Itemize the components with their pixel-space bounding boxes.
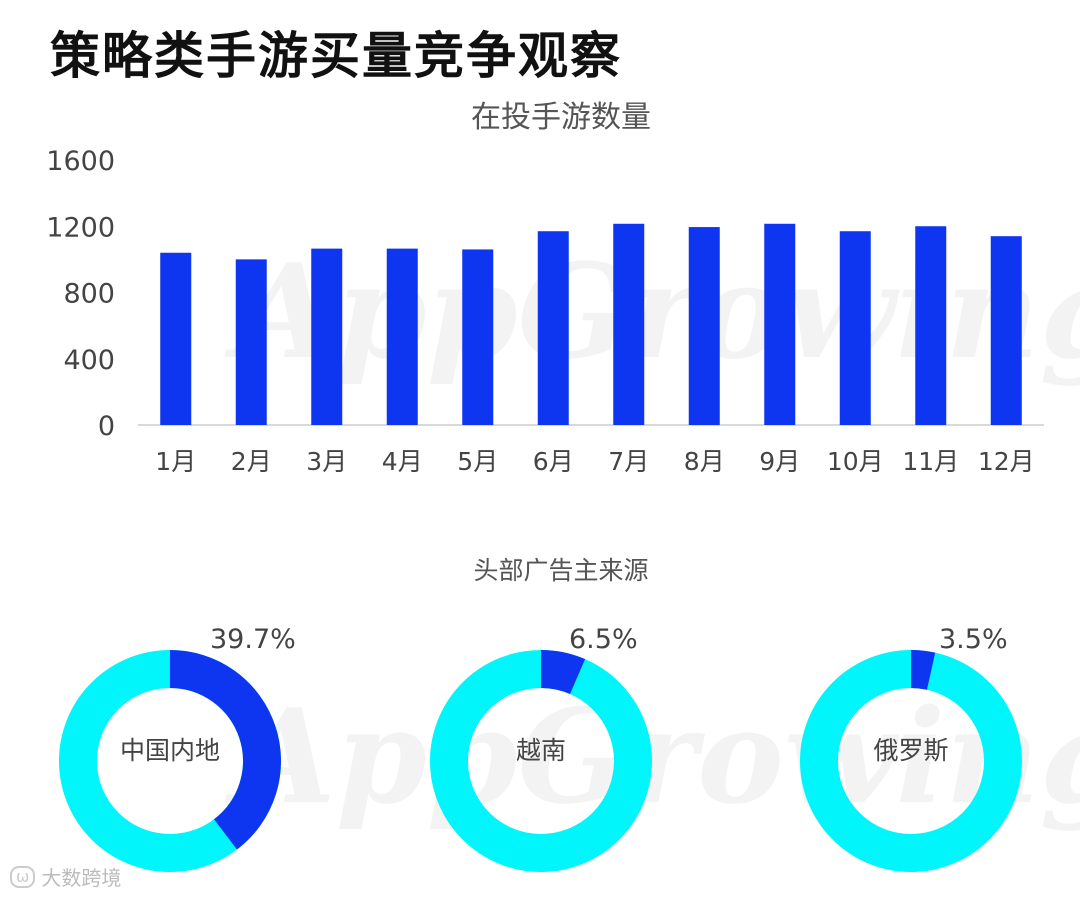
y-tick-label: 1200 [46, 212, 115, 243]
donut-value-label: 3.5% [939, 624, 1008, 655]
page-title: 策略类手游买量竞争观察 [50, 27, 622, 85]
bar [613, 223, 645, 425]
bar [839, 231, 871, 425]
brand-mark-icon: ω [10, 865, 36, 888]
y-axis: 0 400 800 1200 1600 [46, 146, 115, 442]
donut-section-title: 头部广告主来源 [473, 556, 648, 585]
bar [235, 259, 267, 425]
x-axis: 1月 2月 3月 4月 5月 6月 7月 8月 9月 10月 11月 12月 [155, 447, 1034, 476]
donut-segment [540, 650, 586, 695]
bar [537, 231, 569, 425]
x-tick-label: 12月 [978, 447, 1035, 476]
bar [915, 226, 947, 425]
x-tick-label: 6月 [533, 447, 574, 476]
footer-brand-text: 大数跨境 [41, 866, 122, 890]
bar [990, 236, 1022, 425]
y-tick-label: 400 [63, 345, 115, 376]
x-tick-label: 8月 [684, 447, 725, 476]
bar-chart-title: 在投手游数量 [471, 100, 651, 135]
x-tick-label: 7月 [608, 447, 649, 476]
x-tick-label: 10月 [827, 447, 884, 476]
x-tick-label: 4月 [382, 447, 423, 476]
donut-value-label: 6.5% [569, 624, 638, 655]
y-tick-label: 0 [98, 411, 115, 442]
x-tick-label: 9月 [759, 447, 800, 476]
bar [311, 248, 343, 425]
bar [386, 248, 418, 425]
donut-center-label: 中国内地 [120, 736, 220, 765]
x-tick-label: 2月 [231, 447, 272, 476]
bar [688, 227, 720, 425]
y-tick-label: 800 [63, 279, 115, 310]
x-tick-label: 3月 [306, 447, 347, 476]
bar-series [160, 223, 1022, 425]
bar [764, 223, 796, 425]
x-tick-label: 5月 [457, 447, 498, 476]
x-tick-label: 1月 [155, 447, 196, 476]
watermark-bottom: AppGrowing [235, 680, 1080, 833]
donut-value-label: 39.7% [210, 624, 296, 655]
y-tick-label: 1600 [46, 146, 115, 177]
donut-segment [910, 650, 936, 690]
x-tick-label: 11月 [902, 447, 959, 476]
footer-logo: ω 大数跨境 [10, 862, 121, 891]
bar-chart: 在投手游数量 0 400 800 1200 1600 1月 2月 3月 4月 5月 6月 7月 8月 9… [46, 100, 1044, 476]
bar [462, 249, 494, 425]
bar [160, 252, 192, 425]
